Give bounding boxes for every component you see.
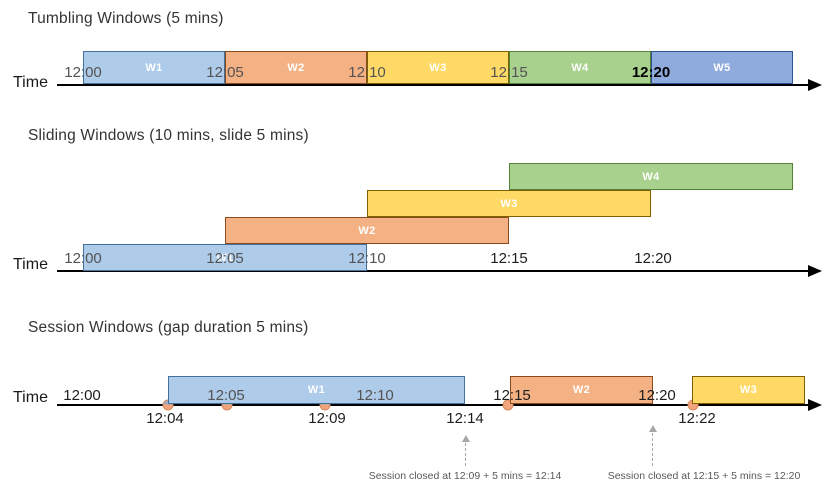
window-label: W3: [739, 384, 758, 396]
session-closed-annotation: Session closed at 12:15 + 5 mins = 12:20: [607, 470, 801, 482]
window-bar-w2: W2: [510, 376, 653, 404]
window-label: W4: [642, 170, 660, 183]
window-bar-w2: W2: [225, 217, 509, 244]
axis-tick-label: 12:00: [64, 250, 102, 267]
window-bar-w1: W1: [83, 51, 225, 84]
window-label: W2: [287, 61, 305, 74]
window-bar-w3: W3: [692, 376, 805, 404]
session-closed-arrow-icon: [648, 425, 657, 466]
window-label: W1: [216, 251, 234, 264]
axis-tick-label: 12:10: [348, 64, 386, 81]
event-time-label: 12:14: [446, 410, 484, 427]
time-axis-label: Time: [13, 389, 48, 406]
time-axis-line: [57, 404, 808, 406]
event-dot: [502, 399, 514, 411]
window-label: W1: [307, 384, 326, 396]
window-label: W1: [145, 61, 163, 74]
window-bar-w3: W3: [367, 190, 651, 217]
time-axis-label: Time: [13, 256, 48, 273]
event-time-label: 12:09: [308, 410, 346, 427]
window-label: W5: [713, 61, 731, 74]
session-windows-title: Session Windows (gap duration 5 mins): [28, 319, 309, 336]
axis-tick-label: 12:00: [64, 64, 102, 81]
time-axis-line: [57, 270, 808, 272]
event-time-label: 12:04: [146, 410, 184, 427]
session-closed-arrow-icon: [461, 435, 470, 466]
axis-tick-label: 12:20: [634, 250, 672, 267]
axis-tick-label: 12:20: [638, 387, 676, 404]
axis-tick-label: 12:10: [348, 250, 386, 267]
time-axis-line: [57, 84, 808, 86]
axis-tick-label: 12:05: [206, 250, 244, 267]
session-closed-annotation: Session closed at 12:09 + 5 mins = 12:14: [368, 470, 562, 482]
window-bar-w3: W3: [367, 51, 509, 84]
axis-arrow-icon: [808, 79, 822, 91]
axis-tick-label: 12:00: [63, 387, 101, 404]
window-bar-w1: W1: [168, 376, 465, 404]
axis-tick-label: 12:05: [206, 64, 244, 81]
window-bar-w1: W1: [83, 244, 367, 271]
axis-tick-label: 12:15: [490, 64, 528, 81]
window-label: W3: [429, 61, 447, 74]
axis-tick-label: 12:10: [356, 387, 394, 404]
window-bar-w4: W4: [509, 163, 793, 190]
axis-tick-label: 12:15: [493, 387, 531, 404]
window-label: W4: [571, 61, 589, 74]
axis-tick-label: 12:15: [490, 250, 528, 267]
axis-arrow-icon: [808, 399, 822, 411]
window-bar-w2: W2: [225, 51, 367, 84]
window-label: W3: [500, 197, 518, 210]
event-time-label: 12:22: [678, 410, 716, 427]
axis-arrow-icon: [808, 265, 822, 277]
axis-tick-label: 12:05: [207, 387, 245, 404]
window-bar-w5: W5: [651, 51, 793, 84]
tumbling-windows-title: Tumbling Windows (5 mins): [28, 10, 224, 27]
sliding-windows-title: Sliding Windows (10 mins, slide 5 mins): [28, 127, 309, 144]
axis-tick-label: 12:20: [631, 64, 671, 81]
window-label: W2: [358, 224, 376, 237]
window-label: W2: [572, 384, 591, 396]
window-bar-w4: W4: [509, 51, 651, 84]
time-axis-label: Time: [13, 74, 48, 91]
